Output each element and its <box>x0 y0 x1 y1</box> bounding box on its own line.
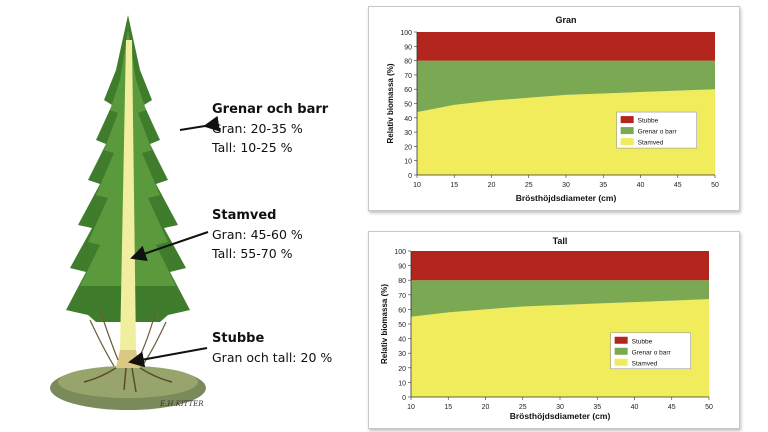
y-tick-label: 10 <box>404 159 412 166</box>
legend-swatch <box>614 347 628 355</box>
y-tick-label: 90 <box>398 264 406 271</box>
y-axis-label: Relativ biomassa (%) <box>380 284 389 364</box>
spruce-tree-illustration <box>50 15 206 410</box>
annotation-stamved-tall: Tall: 55-70 % <box>212 246 293 261</box>
legend-swatch <box>614 336 628 344</box>
legend-swatch <box>620 138 634 146</box>
chart-panel-gran: 0 10 20 30 40 50 60 70 80 90 100 10 15 20 25 30 35 40 45 50… <box>368 6 740 211</box>
area-stubbe <box>417 32 715 61</box>
legend-label: Stubbe <box>638 118 659 125</box>
annotation-grenar: Grenar och barr Gran: 20-35 % Tall: 10-2… <box>212 100 328 157</box>
x-tick-label: 25 <box>519 404 527 411</box>
chart-panel-tall: 0 10 20 30 40 50 60 70 80 90 100 10 15 20 25 30 35 40 45 50… <box>368 231 740 429</box>
y-tick-label: 20 <box>398 366 406 373</box>
annotation-stamved-heading: Stamved <box>212 208 277 223</box>
legend-label: Stubbe <box>632 338 653 345</box>
y-tick-label: 40 <box>398 337 406 344</box>
x-tick-label: 35 <box>593 404 601 411</box>
annotation-grenar-heading: Grenar och barr <box>212 102 329 117</box>
x-tick-label: 15 <box>450 182 458 189</box>
x-tick-label: 15 <box>444 404 452 411</box>
chart-title: Gran <box>555 15 576 25</box>
area-grenar-o-barr <box>411 280 709 317</box>
y-tick-label: 20 <box>404 144 412 151</box>
area-stamved <box>417 89 715 175</box>
annotation-stubbe-text: Gran och tall: 20 % <box>212 350 333 365</box>
annotation-grenar-tall: Tall: 10-25 % <box>212 140 293 155</box>
y-tick-label: 0 <box>408 173 412 180</box>
y-tick-label: 100 <box>394 249 406 256</box>
legend-swatch <box>620 127 634 135</box>
x-tick-label: 50 <box>705 404 713 411</box>
y-axis-label: Relativ biomassa (%) <box>386 63 395 143</box>
x-tick-label: 10 <box>407 404 415 411</box>
annotation-stubbe-heading: Stubbe <box>212 331 265 346</box>
x-tick-label: 45 <box>668 404 676 411</box>
annotation-grenar-gran: Gran: 20-35 % <box>212 121 303 136</box>
y-tick-label: 0 <box>402 395 406 402</box>
x-tick-label: 40 <box>637 182 645 189</box>
x-tick-label: 20 <box>488 182 496 189</box>
legend-swatch <box>620 116 634 124</box>
y-tick-label: 80 <box>404 59 412 66</box>
x-tick-label: 40 <box>631 404 639 411</box>
y-tick-label: 60 <box>398 307 406 314</box>
legend-label: Stamved <box>638 140 664 147</box>
x-tick-label: 25 <box>525 182 533 189</box>
x-axis-label: Brösthöjdsdiameter (cm) <box>516 193 617 203</box>
y-tick-label: 90 <box>404 44 412 51</box>
area-stubbe <box>411 251 709 281</box>
x-axis-label: Brösthöjdsdiameter (cm) <box>510 411 611 421</box>
annotation-stamved-gran: Gran: 45-60 % <box>212 227 303 242</box>
area-grenar-o-barr <box>417 60 715 113</box>
chart-title: Tall <box>553 236 568 246</box>
y-tick-label: 80 <box>398 278 406 285</box>
x-tick-label: 50 <box>711 182 719 189</box>
x-tick-label: 35 <box>599 182 607 189</box>
y-tick-label: 30 <box>404 130 412 137</box>
y-tick-label: 30 <box>398 351 406 358</box>
y-tick-label: 40 <box>404 116 412 123</box>
legend-label: Grenar o barr <box>632 349 672 356</box>
illustration-signature: E.H.KITTER <box>160 400 204 408</box>
y-tick-label: 10 <box>398 380 406 387</box>
y-tick-label: 70 <box>398 293 406 300</box>
y-tick-label: 50 <box>404 102 412 109</box>
legend-swatch <box>614 358 628 366</box>
y-tick-label: 60 <box>404 87 412 94</box>
legend-label: Stamved <box>632 360 658 367</box>
x-tick-label: 30 <box>562 182 570 189</box>
x-tick-label: 45 <box>674 182 682 189</box>
x-tick-label: 10 <box>413 182 421 189</box>
y-tick-label: 70 <box>404 73 412 80</box>
area-stamved <box>411 299 709 397</box>
x-tick-label: 20 <box>482 404 490 411</box>
x-tick-label: 30 <box>556 404 564 411</box>
y-tick-label: 50 <box>398 322 406 329</box>
annotation-stubbe: Stubbe Gran och tall: 20 % <box>212 329 332 367</box>
y-tick-label: 100 <box>400 30 412 37</box>
legend-label: Grenar o barr <box>638 129 678 136</box>
annotation-stamved: Stamved Gran: 45-60 % Tall: 55-70 % <box>212 206 303 263</box>
